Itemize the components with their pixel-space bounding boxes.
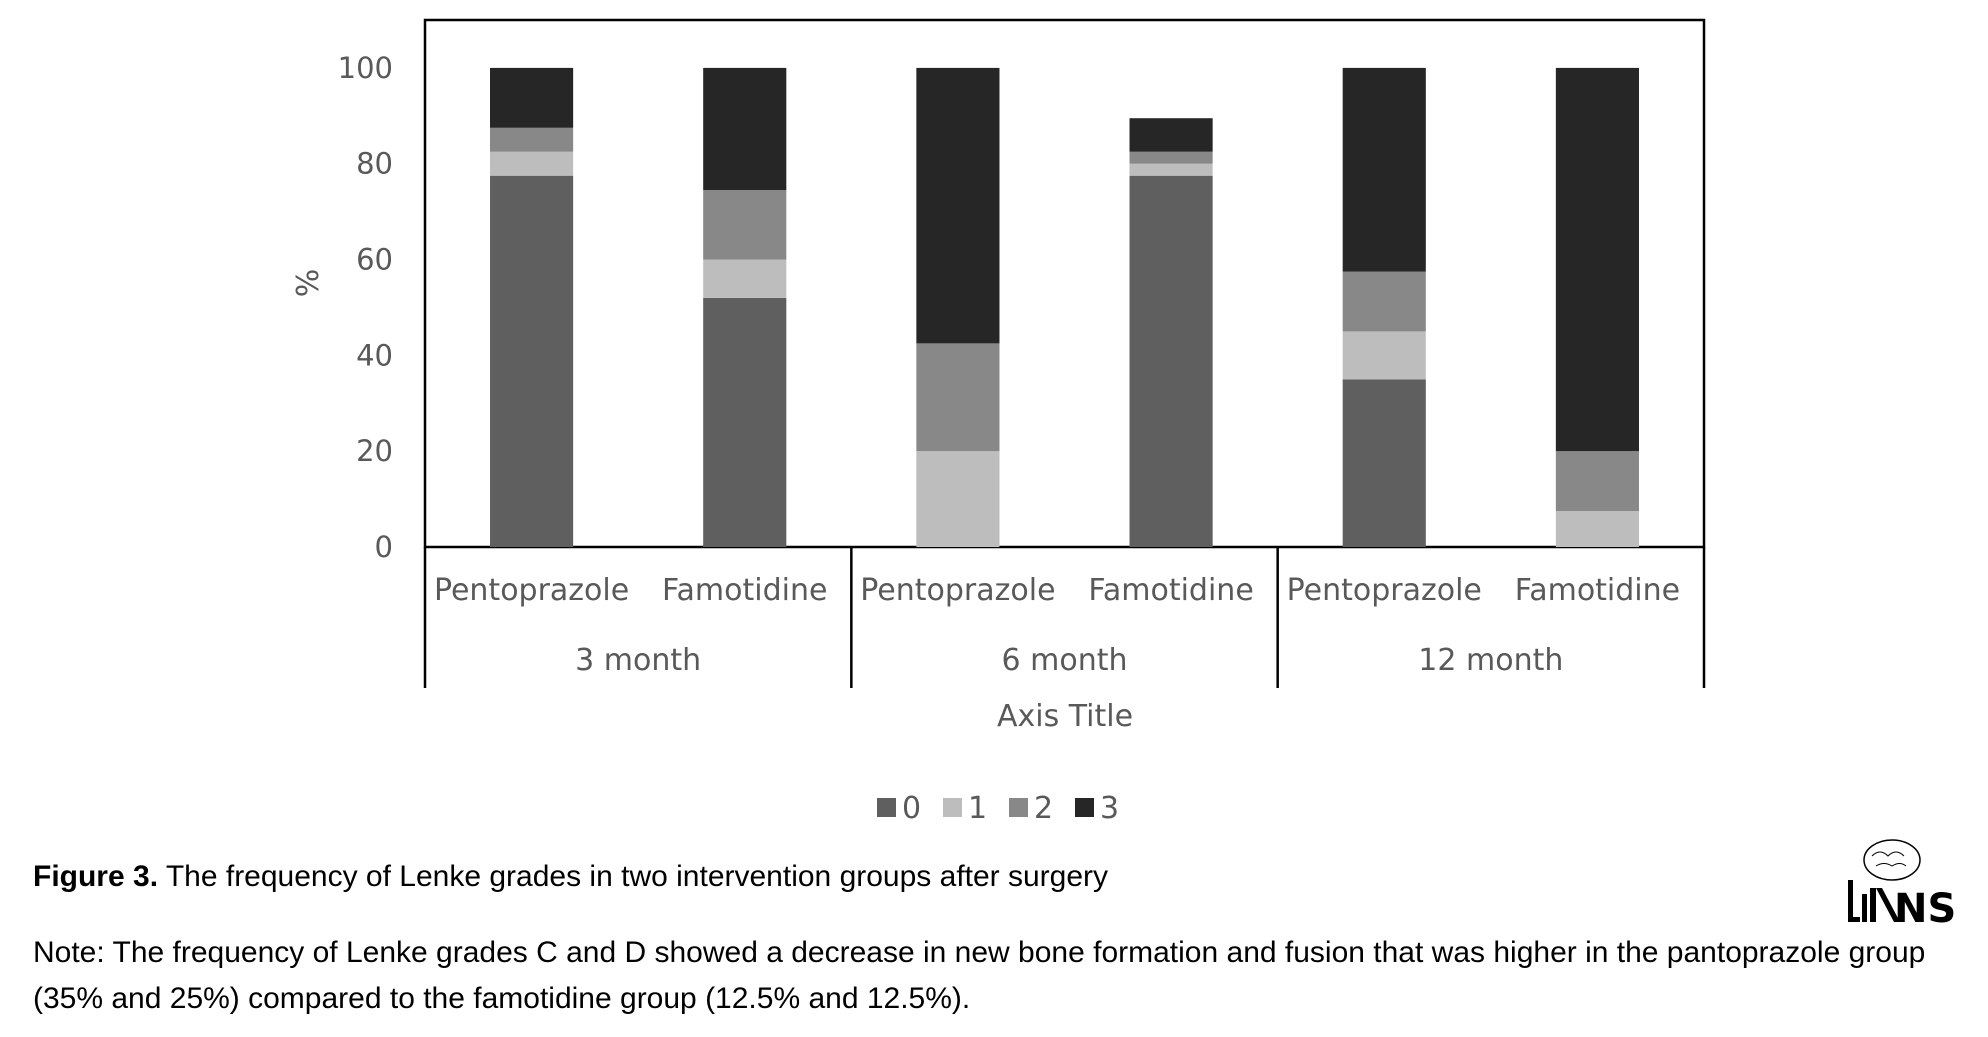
legend-label-0: 0 xyxy=(902,791,921,826)
category-label: Pentoprazole xyxy=(434,573,629,608)
bar-segment-grade-2 xyxy=(703,190,787,260)
plot-area-border xyxy=(423,18,1706,549)
logo-text: NS xyxy=(1894,886,1955,928)
bar-segment-grade-3 xyxy=(703,67,787,191)
y-tick-label: 20 xyxy=(356,434,393,468)
bar-segment-grade-2 xyxy=(1342,271,1426,332)
bar-segment-grade-2 xyxy=(1129,151,1213,164)
bar-segment-grade-1 xyxy=(1555,511,1639,547)
legend-swatch-2 xyxy=(1009,798,1028,817)
category-label: Famotidine xyxy=(1088,573,1253,608)
category-label: Pentoprazole xyxy=(860,573,1055,608)
legend-label-1: 1 xyxy=(968,791,987,826)
bar-segment-grade-2 xyxy=(1555,451,1639,512)
bar-segments xyxy=(490,67,1639,548)
category-label: Famotidine xyxy=(662,573,827,608)
bar-segment-grade-3 xyxy=(916,67,1000,344)
bar-segment-grade-1 xyxy=(1129,163,1213,176)
bar-segment-grade-3 xyxy=(1129,118,1213,152)
y-axis-label: % xyxy=(291,269,326,298)
group-label: 6 month xyxy=(1002,643,1128,678)
legend-label-3: 3 xyxy=(1100,791,1119,826)
group-label: 12 month xyxy=(1418,643,1563,678)
legend-swatch-1 xyxy=(943,798,962,817)
bar-segment-grade-2 xyxy=(490,127,574,152)
bar-segment-grade-0 xyxy=(1342,379,1426,547)
category-label: Pentoprazole xyxy=(1287,573,1482,608)
brain-spine-logo: NS xyxy=(1848,839,1955,928)
legend-swatch-0 xyxy=(877,798,896,817)
y-tick-label: 60 xyxy=(356,243,393,277)
y-tick-label: 100 xyxy=(338,51,393,85)
bar-segment-grade-3 xyxy=(1555,67,1639,452)
legend-swatch-3 xyxy=(1075,798,1094,817)
y-axis-ticks: 0 20 40 60 80 100 xyxy=(338,51,393,564)
bar-segment-grade-3 xyxy=(490,67,574,128)
bar-segment-grade-2 xyxy=(916,343,1000,452)
bar-segment-grade-0 xyxy=(703,297,787,547)
figure-caption: Figure 3. The frequency of Lenke grades … xyxy=(33,854,1933,900)
legend: 0 1 2 3 xyxy=(877,791,1119,826)
bar-segment-grade-1 xyxy=(490,151,574,176)
bar-segment-grade-1 xyxy=(703,259,787,298)
group-label: 3 month xyxy=(575,643,701,678)
bar-segment-grade-0 xyxy=(490,175,574,548)
y-tick-label: 40 xyxy=(356,338,393,372)
bar-segment-grade-1 xyxy=(1342,331,1426,380)
y-tick-label: 80 xyxy=(356,147,393,181)
figure-label: Figure 3. xyxy=(33,860,159,893)
figure-note: Note: The frequency of Lenke grades C an… xyxy=(33,936,1926,1015)
figure-caption-text: The frequency of Lenke grades in two int… xyxy=(158,860,1109,893)
category-label: Famotidine xyxy=(1515,573,1680,608)
x-axis-title: Axis Title xyxy=(997,699,1133,734)
x-axis-categories: Pentoprazole Famotidine Pentoprazole Famoti… xyxy=(423,547,1706,688)
bar-segment-grade-0 xyxy=(1129,175,1213,548)
bar-segment-grade-3 xyxy=(1342,67,1426,272)
y-tick-label: 0 xyxy=(375,530,393,564)
legend-label-2: 2 xyxy=(1034,791,1053,826)
bar-segment-grade-1 xyxy=(916,451,1000,547)
